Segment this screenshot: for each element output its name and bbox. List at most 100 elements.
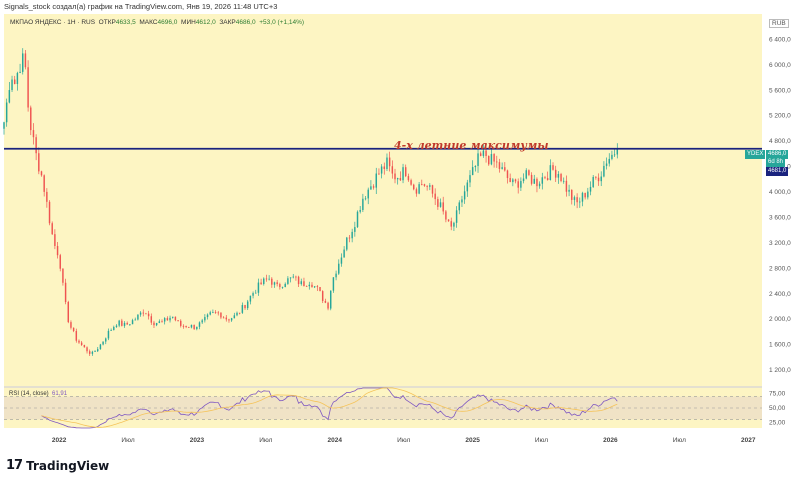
candle-body: [16, 72, 19, 85]
candle-body: [554, 169, 557, 178]
x-tick-label: 2022: [52, 437, 67, 444]
annotation-text: 4-х летние максимумы: [394, 139, 549, 152]
candle-body: [5, 102, 8, 123]
candle-body: [99, 344, 102, 350]
candle-body: [123, 322, 126, 326]
candle-body: [158, 321, 161, 323]
candle-body: [8, 90, 11, 103]
y-tick-label: 6 400,0: [769, 36, 791, 43]
rsi-tick-label: 75,00: [769, 391, 786, 398]
candle-body: [592, 176, 594, 187]
candle-body: [413, 184, 415, 190]
candle-body: [118, 320, 120, 326]
candle-body: [380, 166, 383, 174]
y-tick-label: 2 400,0: [769, 291, 791, 298]
candle-body: [616, 148, 619, 155]
candle-body: [54, 234, 56, 246]
candle-body: [434, 193, 436, 200]
candle-body: [506, 170, 509, 179]
candle-body: [48, 201, 51, 224]
candle-body: [418, 184, 420, 194]
candle-body: [423, 184, 426, 186]
candle-body: [62, 268, 64, 283]
candle-body: [450, 221, 452, 227]
candle-body: [185, 325, 187, 328]
candle-body: [394, 173, 396, 180]
tradingview-logo-icon: 17: [6, 458, 23, 473]
candle-body: [115, 325, 118, 328]
candle-body: [568, 189, 570, 192]
candle-body: [139, 312, 142, 315]
candle-body: [145, 313, 147, 315]
close-label: ЗАКР: [219, 19, 236, 26]
candle-body: [501, 167, 503, 169]
candle-body: [362, 198, 364, 210]
candle-body: [327, 302, 329, 309]
candle-body: [546, 178, 549, 181]
candle-body: [263, 278, 265, 285]
candle-body: [22, 53, 24, 72]
last-price-tag: 4686,0: [766, 150, 789, 159]
candle-body: [458, 202, 461, 211]
candle-body: [43, 175, 45, 192]
candle-body: [3, 122, 5, 129]
candle-body: [340, 257, 343, 264]
candle-body: [514, 179, 517, 182]
low-label: МИН: [181, 19, 196, 26]
candle-body: [134, 319, 136, 321]
candle-body: [80, 342, 83, 345]
candle-body: [35, 137, 37, 154]
candle-body: [579, 201, 581, 203]
candle-body: [281, 286, 284, 288]
candle-body: [402, 167, 404, 181]
candle-body: [56, 245, 59, 256]
candle-body: [538, 183, 541, 187]
candle-body: [469, 175, 471, 183]
candle-body: [193, 324, 195, 330]
candle-body: [557, 174, 560, 178]
candle-body: [88, 351, 91, 354]
candle-body: [348, 237, 351, 239]
x-tick-label: Июл: [121, 437, 134, 444]
candle-body: [83, 344, 86, 348]
candle-body: [246, 301, 249, 309]
candle-body: [311, 284, 313, 288]
tradingview-logo[interactable]: 17 TradingView: [6, 458, 109, 473]
candle-body: [196, 326, 198, 330]
candle-body: [437, 199, 439, 207]
candle-body: [279, 284, 281, 288]
rsi-tick-label: 50,00: [769, 405, 786, 412]
y-tick-label: 3 200,0: [769, 240, 791, 247]
candle-body: [613, 154, 616, 156]
symbol-legend: МКПАО ЯНДЕКС · 1Н · RUS ОТКР4633,5 МАКС4…: [10, 19, 304, 26]
ticker-tag: YDEX: [745, 150, 766, 159]
candle-body: [32, 130, 35, 138]
candle-body: [220, 312, 222, 318]
candle-body: [463, 191, 466, 200]
close-value: 4686,0: [235, 19, 256, 26]
candle-body: [188, 327, 190, 328]
currency-button[interactable]: RUB: [769, 19, 789, 28]
candle-body: [273, 282, 276, 285]
candle-body: [255, 292, 257, 294]
candle-body: [571, 189, 573, 200]
candle-body: [319, 287, 321, 292]
candle-body: [97, 349, 99, 352]
y-tick-label: 2 000,0: [769, 316, 791, 323]
candle-body: [466, 182, 469, 192]
x-tick-label: Июл: [535, 437, 548, 444]
candle-body: [541, 177, 544, 184]
candle-body: [91, 351, 94, 354]
candle-body: [442, 202, 444, 212]
candle-body: [11, 79, 13, 91]
candle-body: [584, 192, 586, 198]
candle-body: [230, 318, 233, 321]
candle-body: [525, 170, 527, 179]
candle-body: [533, 178, 536, 184]
candle-body: [581, 192, 584, 202]
candle-body: [241, 305, 244, 313]
candle-body: [276, 282, 278, 285]
candle-body: [233, 315, 236, 319]
candle-body: [297, 276, 300, 285]
